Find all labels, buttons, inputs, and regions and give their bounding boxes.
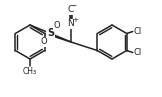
Text: O: O	[53, 21, 60, 30]
Text: Cl: Cl	[134, 27, 142, 36]
Text: C: C	[68, 6, 74, 14]
Text: O: O	[41, 37, 47, 46]
Text: +: +	[72, 17, 78, 23]
Text: –: –	[73, 1, 77, 10]
Text: S: S	[47, 29, 54, 39]
Text: N: N	[68, 19, 74, 29]
Text: Cl: Cl	[134, 48, 142, 57]
Text: CH₃: CH₃	[23, 67, 37, 76]
